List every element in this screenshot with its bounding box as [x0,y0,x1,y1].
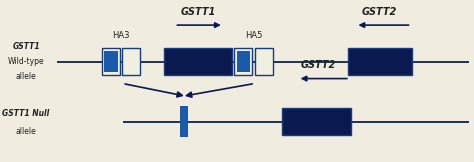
Bar [122,48,140,75]
Bar [348,48,412,75]
Text: Wild-type: Wild-type [8,57,45,66]
Text: GSTT1: GSTT1 [12,42,40,52]
Bar [237,51,250,72]
Text: GSTT2: GSTT2 [301,60,336,70]
Bar [180,106,188,137]
Text: HA5: HA5 [245,31,262,40]
Text: allele: allele [16,127,36,136]
Bar [255,48,273,75]
Bar [282,108,351,135]
Text: GSTT1: GSTT1 [181,7,216,17]
Bar [101,48,119,75]
Text: GSTT1 Null: GSTT1 Null [2,109,50,118]
Text: HA3: HA3 [112,31,129,40]
Bar [104,51,118,72]
Text: GSTT2: GSTT2 [362,7,397,17]
Bar [164,48,232,75]
Bar [234,48,252,75]
Text: allele: allele [16,72,36,81]
